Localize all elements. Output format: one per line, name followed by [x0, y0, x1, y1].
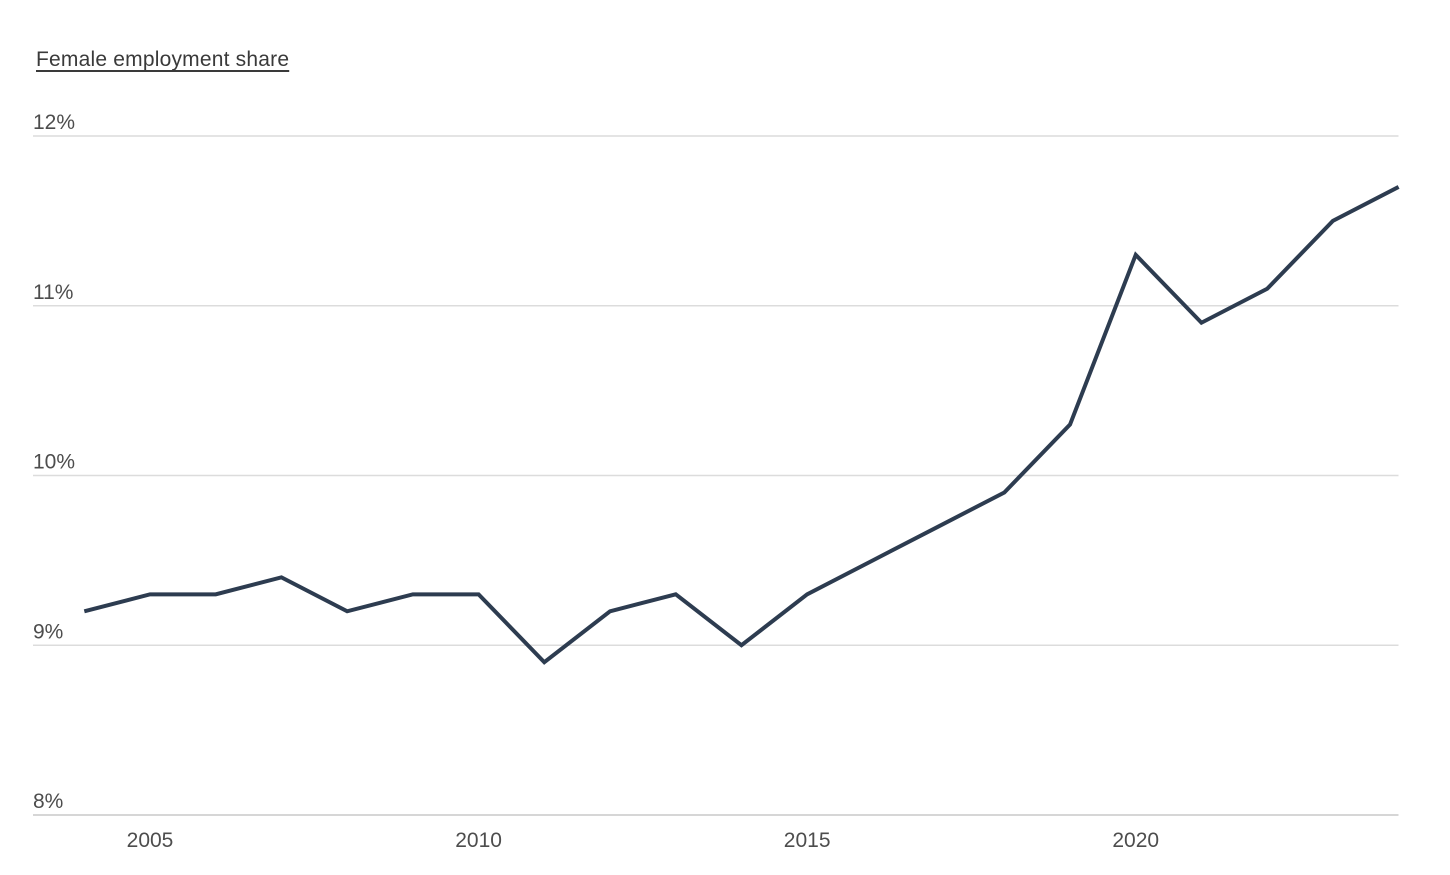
x-axis-tick-label: 2015 — [784, 829, 831, 852]
y-axis-tick-label: 10% — [33, 451, 75, 474]
chart-title[interactable]: Female employment share — [36, 48, 290, 71]
x-axis-tick-label: 2005 — [127, 829, 174, 852]
y-axis-tick-label: 12% — [33, 111, 75, 134]
employment-share-line — [83, 185, 1400, 665]
x-axis-tick-label: 2020 — [1112, 829, 1159, 852]
y-axis-tick-label: 8% — [33, 790, 63, 813]
y-axis-tick-label: 11% — [33, 281, 73, 304]
y-axis-tick-label: 9% — [33, 620, 63, 643]
x-axis-tick-label: 2010 — [455, 829, 502, 852]
